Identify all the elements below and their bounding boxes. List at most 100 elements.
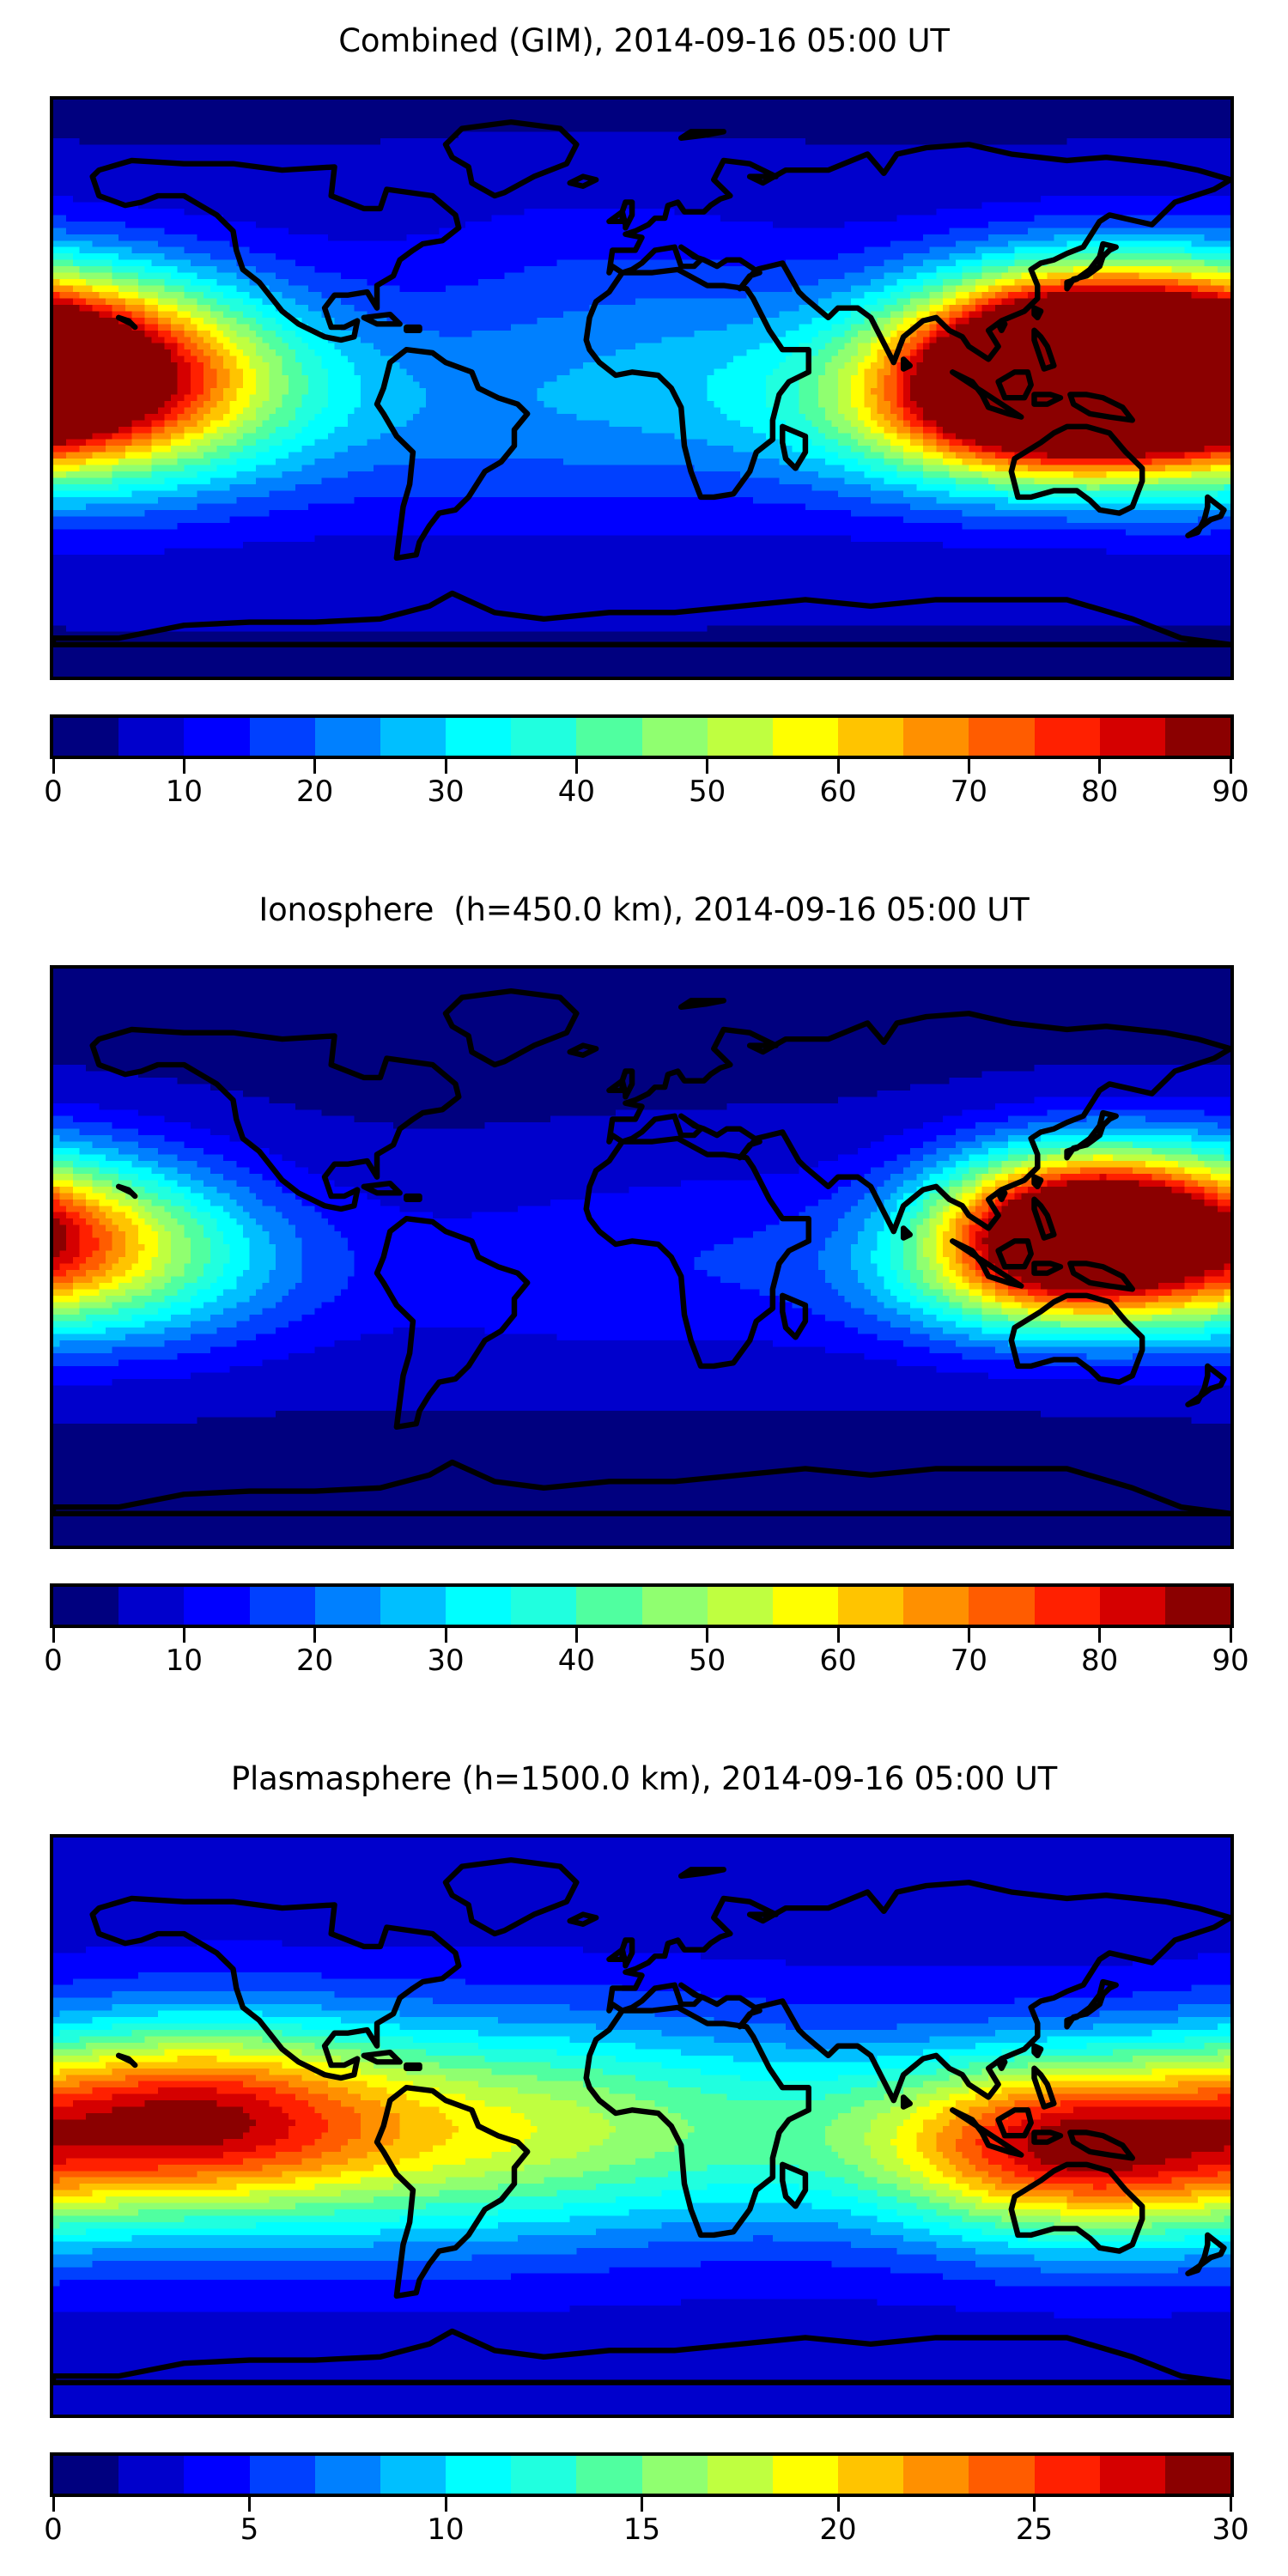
colorbar-tick [836,1628,840,1643]
colorbar-segment [249,718,315,756]
colorbar-segment [576,718,642,756]
colorbar-tick-label: 10 [427,2512,465,2547]
colorbar-segment [772,1587,839,1625]
colorbar-segment [707,1587,773,1625]
colorbar-tick [52,1628,55,1643]
colorbar-tick-label: 0 [44,1643,63,1678]
colorbar-tick-label: 50 [689,775,726,809]
colorbar-ticks-plasmasphere [50,2497,1234,2512]
colorbar-segment [380,1587,447,1625]
colorbar-tick-label: 0 [44,775,63,809]
colorbar-tick [444,2497,447,2512]
tec-contour-field [53,969,1230,1546]
colorbar-tick [836,2497,840,2512]
colorbar-segment [446,1587,512,1625]
colorbar-segment [1099,1587,1165,1625]
colorbar-tick-labels-combined: 0 10 20 30 40 50 60 70 80 90 [44,775,1249,812]
colorbar-segment [118,718,185,756]
colorbar-segment [707,2456,773,2494]
colorbar-segment [641,2456,708,2494]
colorbar-tick-label: 70 [950,775,987,809]
colorbar-tick-label: 30 [1212,2512,1249,2547]
colorbar-segment [314,2456,380,2494]
colorbar-tick-label: 20 [296,1643,334,1678]
colorbar-tick [182,759,185,774]
colorbar-segment [380,2456,447,2494]
colorbar-segment [772,2456,839,2494]
panel-title-combined: Combined (GIM), 2014-09-16 05:00 UT [338,22,950,59]
colorbar-tick-label: 70 [950,1643,987,1678]
colorbar-segment [511,718,577,756]
colorbar-segment [772,718,839,756]
colorbar-segment [903,1587,969,1625]
colorbar-segment [1034,1587,1100,1625]
colorbar-tick [182,1628,185,1643]
colorbar-tick-label: 90 [1212,1643,1249,1678]
colorbar-segment [838,1587,904,1625]
colorbar-tick-label: 25 [1015,2512,1054,2547]
colorbar-tick [706,759,709,774]
colorbar-gradient-plasmasphere [50,2452,1234,2497]
colorbar-segment [1034,2456,1100,2494]
colorbar-segment [314,1587,380,1625]
colorbar-tick-label: 30 [427,775,465,809]
colorbar-segment [118,1587,185,1625]
colorbar-segment [184,1587,250,1625]
colorbar-tick-labels-ionosphere: 0 10 20 30 40 50 60 70 80 90 [44,1643,1249,1681]
colorbar-tick-label: 30 [427,1643,465,1678]
colorbar-segment [641,1587,708,1625]
colorbar-segment [707,718,773,756]
colorbar-segment [53,2456,119,2494]
colorbar-segment [446,2456,512,2494]
colorbar-segment [314,718,380,756]
colorbar-tick-label: 20 [819,2512,857,2547]
colorbar-tick-labels-plasmasphere: 0 5 10 15 20 25 30 [44,2512,1249,2550]
colorbar-tick [641,2497,643,2512]
colorbar-segment [184,718,250,756]
colorbar-segment [446,718,512,756]
colorbar-tick [444,759,447,774]
colorbar-segment [380,718,447,756]
coastlines [53,987,1230,1516]
colorbar-tick-label: 50 [689,1643,726,1678]
colorbar-segment [184,2456,250,2494]
colorbar-combined: 0 10 20 30 40 50 60 70 80 90 [44,714,1249,812]
colorbar-tick-label: 10 [165,775,203,809]
colorbar-segment [1164,718,1230,756]
colorbar-segment [969,2456,1035,2494]
colorbar-tick-label: 60 [819,1643,857,1678]
colorbar-segment [576,1587,642,1625]
colorbar-tick-label: 10 [165,1643,203,1678]
colorbar-tick-label: 80 [1081,1643,1119,1678]
colorbar-tick-label: 40 [557,1643,595,1678]
colorbar-ticks-combined [50,759,1234,775]
colorbar-tick [313,1628,317,1643]
global-tec-map-ionosphere [50,965,1234,1549]
colorbar-segment [903,718,969,756]
colorbar-segment [1099,718,1165,756]
colorbar-tick [574,759,578,774]
colorbar-plasmasphere: 0 5 10 15 20 25 30 [44,2452,1249,2550]
colorbar-segment [641,718,708,756]
colorbar-tick-label: 0 [44,2512,63,2547]
colorbar-segment [1034,718,1100,756]
tec-contour-field [53,100,1230,677]
colorbar-segment [511,1587,577,1625]
panel-title-plasmasphere: Plasmasphere (h=1500.0 km), 2014-09-16 0… [230,1760,1058,1797]
global-tec-map-combined [50,96,1234,680]
colorbar-segment [249,2456,315,2494]
colorbar-tick [248,2497,251,2512]
colorbar-tick-label: 90 [1212,775,1249,809]
colorbar-tick [1229,2497,1232,2512]
colorbar-tick [1098,759,1102,774]
colorbar-tick-label: 80 [1081,775,1119,809]
colorbar-segment [1164,2456,1230,2494]
colorbar-segment [249,1587,315,1625]
colorbar-segment [118,2456,185,2494]
tec-contour-field [53,1838,1230,2415]
colorbar-tick-label: 20 [296,775,334,809]
colorbar-ionosphere: 0 10 20 30 40 50 60 70 80 90 [44,1583,1249,1681]
colorbar-segment [576,2456,642,2494]
colorbar-tick [313,759,317,774]
colorbar-tick-label: 60 [819,775,857,809]
